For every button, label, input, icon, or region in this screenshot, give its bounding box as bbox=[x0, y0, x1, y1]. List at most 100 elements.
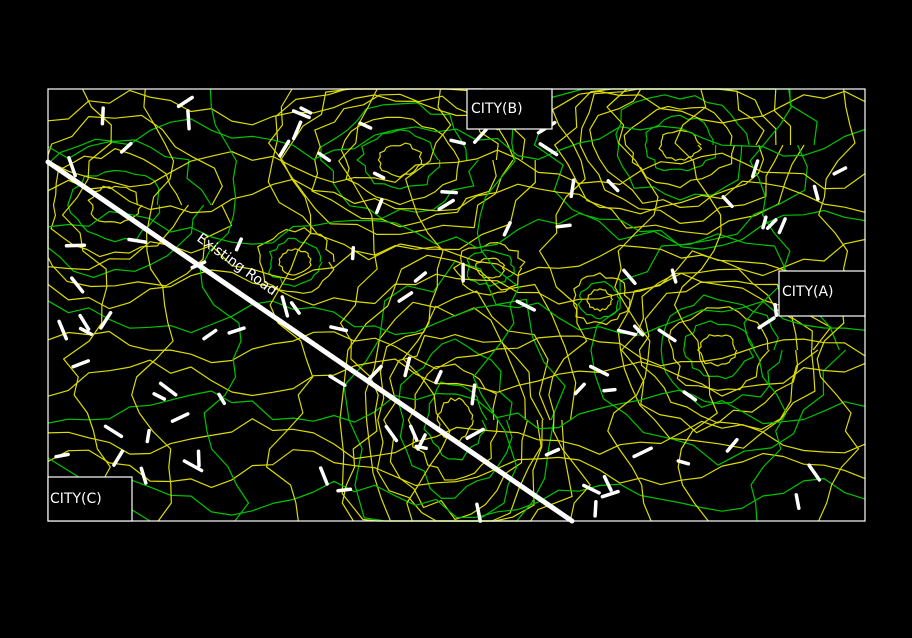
contour-peak-3-2 bbox=[268, 237, 323, 287]
elevation-tick bbox=[544, 447, 561, 457]
contour-valley-0 bbox=[61, 88, 112, 522]
elevation-tick bbox=[64, 243, 87, 248]
elevation-tick bbox=[100, 106, 105, 126]
contour-peak-1-4 bbox=[615, 94, 750, 201]
contour-peak-6-4 bbox=[398, 338, 513, 499]
contour-peak-6-5 bbox=[383, 334, 529, 520]
contour-peak-6-7 bbox=[364, 290, 551, 522]
elevation-tick bbox=[217, 392, 227, 406]
elevation-tick bbox=[475, 502, 483, 523]
contour-line-9 bbox=[47, 358, 866, 397]
elevation-tick bbox=[777, 217, 787, 235]
contour-line-3 bbox=[47, 178, 866, 215]
contour-peak-1-6 bbox=[579, 88, 784, 224]
contour-line-6 bbox=[47, 269, 866, 310]
contour-peak-1-2 bbox=[644, 114, 717, 172]
contour-valley-6 bbox=[472, 88, 520, 522]
elevation-tick bbox=[440, 190, 459, 195]
contour-peak-2-5 bbox=[638, 280, 799, 424]
elevation-tick bbox=[176, 95, 194, 109]
elevation-tick bbox=[632, 324, 645, 337]
elevation-tick bbox=[832, 166, 848, 176]
elevation-tick bbox=[119, 141, 133, 154]
elevation-tick bbox=[721, 195, 734, 209]
contour-line-5 bbox=[47, 238, 866, 281]
elevation-tick bbox=[145, 428, 151, 444]
elevation-tick bbox=[812, 184, 820, 201]
elevation-tick bbox=[103, 424, 124, 439]
elevation-tick bbox=[470, 383, 477, 406]
contour-valley-3 bbox=[266, 88, 314, 522]
elevation-tick bbox=[622, 268, 637, 286]
contour-peak-7-1 bbox=[87, 185, 143, 224]
elevation-tick bbox=[593, 499, 598, 518]
contour-line-13 bbox=[47, 478, 866, 519]
contour-line-1 bbox=[47, 118, 866, 160]
city-b-marker[interactable]: CITY(B) bbox=[466, 88, 553, 130]
elevation-tick bbox=[807, 463, 822, 482]
contour-peak-6-6 bbox=[376, 305, 544, 522]
contour-valley-10 bbox=[743, 88, 792, 522]
elevation-tick bbox=[515, 299, 537, 312]
elevation-tick bbox=[278, 139, 291, 158]
elevation-tick bbox=[70, 276, 85, 294]
contour-valley-4 bbox=[338, 88, 379, 522]
existing-road[interactable] bbox=[45, 159, 575, 524]
contour-line-0 bbox=[47, 89, 866, 131]
city-c-marker[interactable]: CITY(C) bbox=[47, 476, 133, 522]
contour-peak-5-1 bbox=[586, 288, 614, 312]
contour-line-2 bbox=[47, 149, 866, 190]
elevation-tick bbox=[57, 319, 69, 341]
elevation-tick bbox=[317, 151, 332, 163]
elevation-tick bbox=[676, 459, 691, 466]
elevation-tick bbox=[78, 326, 93, 336]
elevation-tick bbox=[538, 142, 559, 157]
contour-line-12 bbox=[47, 449, 866, 488]
elevation-tick bbox=[158, 381, 178, 397]
city-a-label-box bbox=[778, 270, 866, 317]
elevation-tick bbox=[227, 326, 246, 335]
elevation-tick bbox=[372, 171, 386, 180]
contour-peak-2-7 bbox=[617, 250, 832, 449]
elevation-tick bbox=[616, 328, 638, 337]
contour-peak-0-5 bbox=[311, 93, 499, 228]
contour-line-4 bbox=[47, 209, 866, 250]
elevation-tick bbox=[367, 364, 383, 381]
elevation-tick bbox=[196, 449, 201, 468]
elevation-tick bbox=[350, 245, 356, 261]
elevation-tick bbox=[682, 390, 698, 402]
elevation-tick bbox=[375, 197, 384, 215]
elevation-tick bbox=[291, 120, 303, 141]
elevation-tick bbox=[573, 382, 586, 396]
elevation-tick bbox=[384, 424, 399, 443]
elevation-tick bbox=[765, 218, 778, 230]
elevation-tick bbox=[112, 449, 125, 467]
elevation-tick bbox=[291, 109, 311, 120]
contour-valley-7 bbox=[538, 88, 591, 522]
elevation-tick bbox=[182, 459, 204, 473]
elevation-tick bbox=[750, 159, 760, 179]
elevation-tick bbox=[289, 301, 301, 315]
contour-line-10 bbox=[47, 389, 866, 430]
contour-peak-6-1 bbox=[436, 397, 474, 443]
elevation-tick bbox=[465, 427, 485, 440]
city-a-marker[interactable]: CITY(A) bbox=[778, 270, 866, 317]
elevation-tick bbox=[569, 178, 576, 199]
city-b-label-box bbox=[466, 88, 553, 130]
elevation-tick bbox=[67, 156, 77, 178]
city-c-label-box bbox=[47, 476, 133, 522]
contour-peak-0-2 bbox=[356, 129, 441, 190]
elevation-tick bbox=[152, 392, 167, 401]
city-b-label: CITY(B) bbox=[471, 101, 523, 117]
elevation-tick bbox=[502, 221, 512, 237]
elevation-tick bbox=[437, 198, 455, 211]
elevation-tick bbox=[329, 325, 349, 333]
elevation-tick bbox=[170, 412, 190, 423]
elevation-tick bbox=[757, 316, 776, 330]
elevation-tick bbox=[434, 369, 443, 385]
elevation-tick bbox=[555, 223, 572, 229]
city-a-label: CITY(A) bbox=[782, 284, 834, 300]
elevation-tick bbox=[588, 364, 610, 377]
elevation-tick bbox=[299, 106, 313, 115]
elevation-tick bbox=[358, 121, 373, 130]
